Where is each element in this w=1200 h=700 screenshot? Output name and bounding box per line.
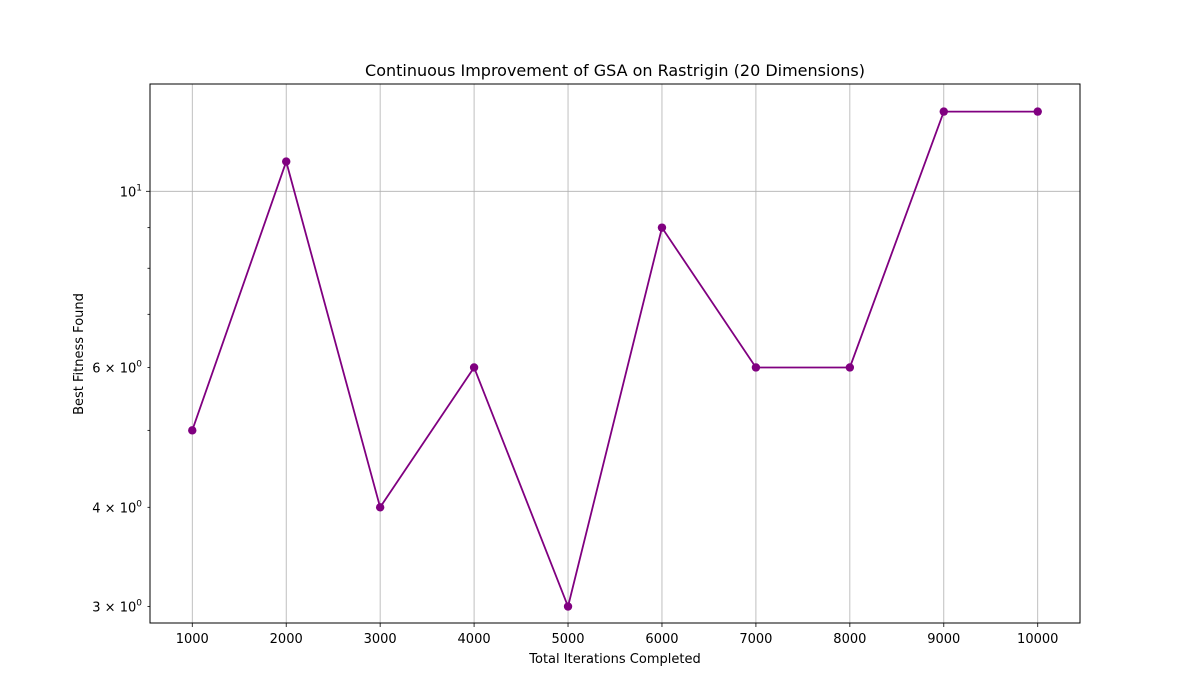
y-tick-label: 6 × 100 — [92, 359, 142, 376]
data-point — [751, 363, 761, 372]
axes: 1000 2000 3000 4000 5000 6000 7000 8000 9000 1000… — [92, 83, 1081, 647]
x-tick-label: 8000 — [833, 632, 866, 647]
data-point — [188, 426, 197, 435]
x-tick-label: 2000 — [270, 632, 303, 647]
data-point — [469, 363, 479, 372]
x-tick-label: 10000 — [1017, 632, 1058, 647]
x-tick-label: 4000 — [458, 632, 491, 647]
y-tick-label: 101 — [120, 183, 142, 200]
x-tick-label: 9000 — [927, 632, 960, 647]
data-point — [375, 503, 385, 512]
x-tick-label: 1000 — [176, 632, 209, 647]
x-tick-label: 3000 — [364, 632, 397, 647]
plot-frame — [149, 83, 1081, 624]
data-point — [845, 363, 855, 372]
x-tick-label: 7000 — [739, 632, 772, 647]
data-point — [282, 157, 291, 166]
data-point — [1033, 107, 1042, 116]
grid — [150, 84, 1080, 623]
x-axis-title: Total Iterations Completed — [528, 652, 700, 667]
data-point — [657, 223, 667, 232]
series-layer — [188, 107, 1042, 611]
y-tick-label: 3 × 100 — [92, 599, 142, 616]
data-point — [563, 602, 573, 611]
data-point — [939, 107, 948, 116]
series-line — [191, 110, 1038, 610]
y-axis-title: Best Fitness Found — [72, 293, 87, 415]
chart-title: Continuous Improvement of GSA on Rastrig… — [365, 61, 865, 80]
x-tick-label: 6000 — [645, 632, 678, 647]
x-tick-label: 5000 — [551, 632, 584, 647]
y-tick-label: 4 × 100 — [92, 499, 142, 516]
